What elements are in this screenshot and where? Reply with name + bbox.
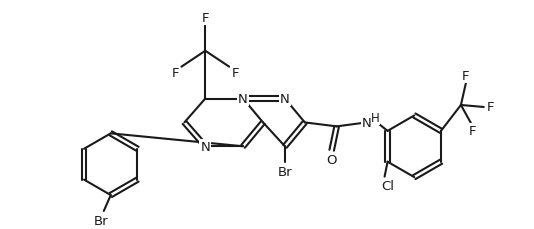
Text: N: N [238,93,248,106]
Text: N: N [362,116,371,129]
Text: O: O [326,153,337,166]
Text: Br: Br [93,215,108,227]
Text: N: N [280,93,290,106]
Text: F: F [469,125,477,138]
Text: F: F [487,101,494,114]
Text: N: N [200,140,210,153]
Text: F: F [172,67,179,80]
Text: Cl: Cl [381,179,394,192]
Text: F: F [201,12,209,25]
Text: Br: Br [278,165,292,178]
Text: F: F [231,67,239,80]
Text: H: H [371,112,379,124]
Text: F: F [462,69,469,82]
